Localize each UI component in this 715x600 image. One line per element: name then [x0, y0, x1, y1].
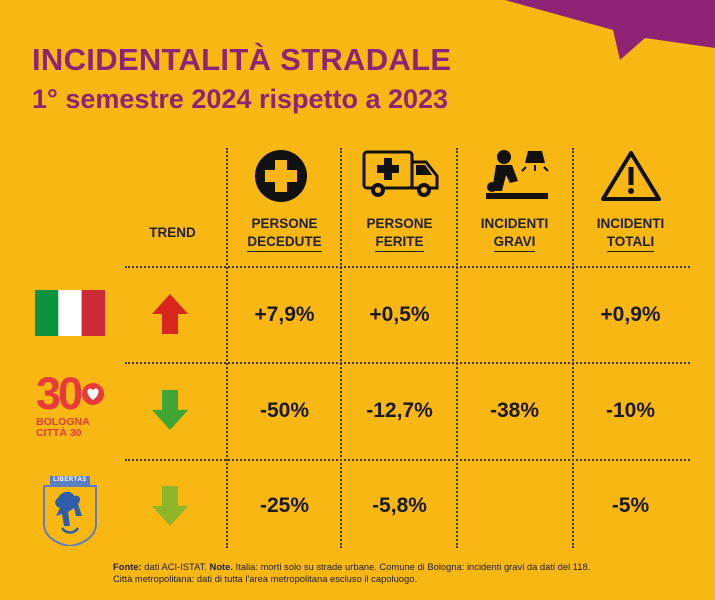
page-title: INCIDENTALITÀ STRADALE: [32, 42, 452, 77]
value-cell: -5%: [611, 494, 650, 517]
column-header-injured: PERSONE FERITE: [342, 215, 457, 252]
grid-divider: [125, 459, 690, 461]
value-cell: -38%: [489, 399, 540, 422]
note-text: Italia: morti solo su strade urbane. Com…: [235, 561, 591, 572]
source-label: Fonte:: [113, 561, 142, 572]
grid-divider: [125, 362, 690, 364]
ambulance-icon: [362, 150, 439, 197]
page-subtitle: 1° semestre 2024 rispetto a 2023: [32, 84, 449, 114]
cross-circle-icon: [255, 150, 307, 202]
value-cell: -25%: [259, 494, 310, 517]
corner-speech-bubble: [505, 0, 715, 60]
footnote-line1: Fonte: dati ACI-ISTAT. Note. Italia: mor…: [113, 561, 703, 573]
header-line2: GRAVI: [493, 233, 536, 252]
bologna-citta30-logo: 30 BOLOGNA CITTÀ 30: [33, 368, 113, 444]
logo-line2: CITTÀ 30: [36, 427, 82, 439]
trend-header: TREND: [149, 225, 196, 240]
column-header-deceased: PERSONE DECEDUTE: [227, 215, 342, 252]
value-cell: -12,7%: [366, 399, 433, 422]
header-line2: TOTALI: [606, 233, 655, 252]
header-line1: PERSONE: [366, 216, 433, 231]
header-line1: INCIDENTI: [480, 216, 549, 231]
header-line1: INCIDENTI: [596, 216, 665, 231]
crest-motto: LIBERTAS: [50, 476, 90, 485]
trend-down-arrow-icon: [152, 390, 188, 430]
grid-divider: [572, 148, 574, 548]
value-cell: -10%: [605, 399, 656, 422]
grid-divider: [456, 148, 458, 548]
italy-flag-icon: [35, 290, 105, 336]
column-header-total-accidents: INCIDENTI TOTALI: [573, 215, 688, 252]
header-line2: FERITE: [375, 233, 424, 252]
heart-icon: [82, 383, 105, 405]
footnote: Fonte: dati ACI-ISTAT. Note. Italia: mor…: [113, 561, 703, 585]
cpr-rescue-icon: [486, 150, 549, 199]
header-line1: PERSONE: [251, 216, 318, 231]
column-header-serious-accidents: INCIDENTI GRAVI: [457, 215, 572, 252]
value-cell: +0,9%: [600, 303, 661, 326]
value-cell: -5,8%: [372, 494, 427, 517]
grid-divider: [340, 148, 342, 548]
logo-number: 30: [36, 368, 83, 419]
value-cell: -50%: [259, 399, 310, 422]
source-text: dati ACI-ISTAT.: [144, 561, 207, 572]
grid-divider: [226, 148, 228, 548]
logo-line1: BOLOGNA: [36, 416, 90, 428]
value-cell: +7,9%: [254, 303, 315, 326]
value-cell: +0,5%: [369, 303, 430, 326]
footnote-line2: Città metropolitana: dati di tutta l'are…: [113, 573, 418, 584]
grid-divider: [125, 266, 690, 268]
trend-up-arrow-icon: [152, 294, 188, 334]
header-line2: DECEDUTE: [247, 233, 322, 252]
note-label: Note.: [209, 561, 233, 572]
trend-down-arrow-icon: [152, 486, 188, 526]
metropolitan-city-crest-icon: LIBERTAS: [40, 472, 100, 546]
warning-triangle-icon: [601, 151, 661, 201]
